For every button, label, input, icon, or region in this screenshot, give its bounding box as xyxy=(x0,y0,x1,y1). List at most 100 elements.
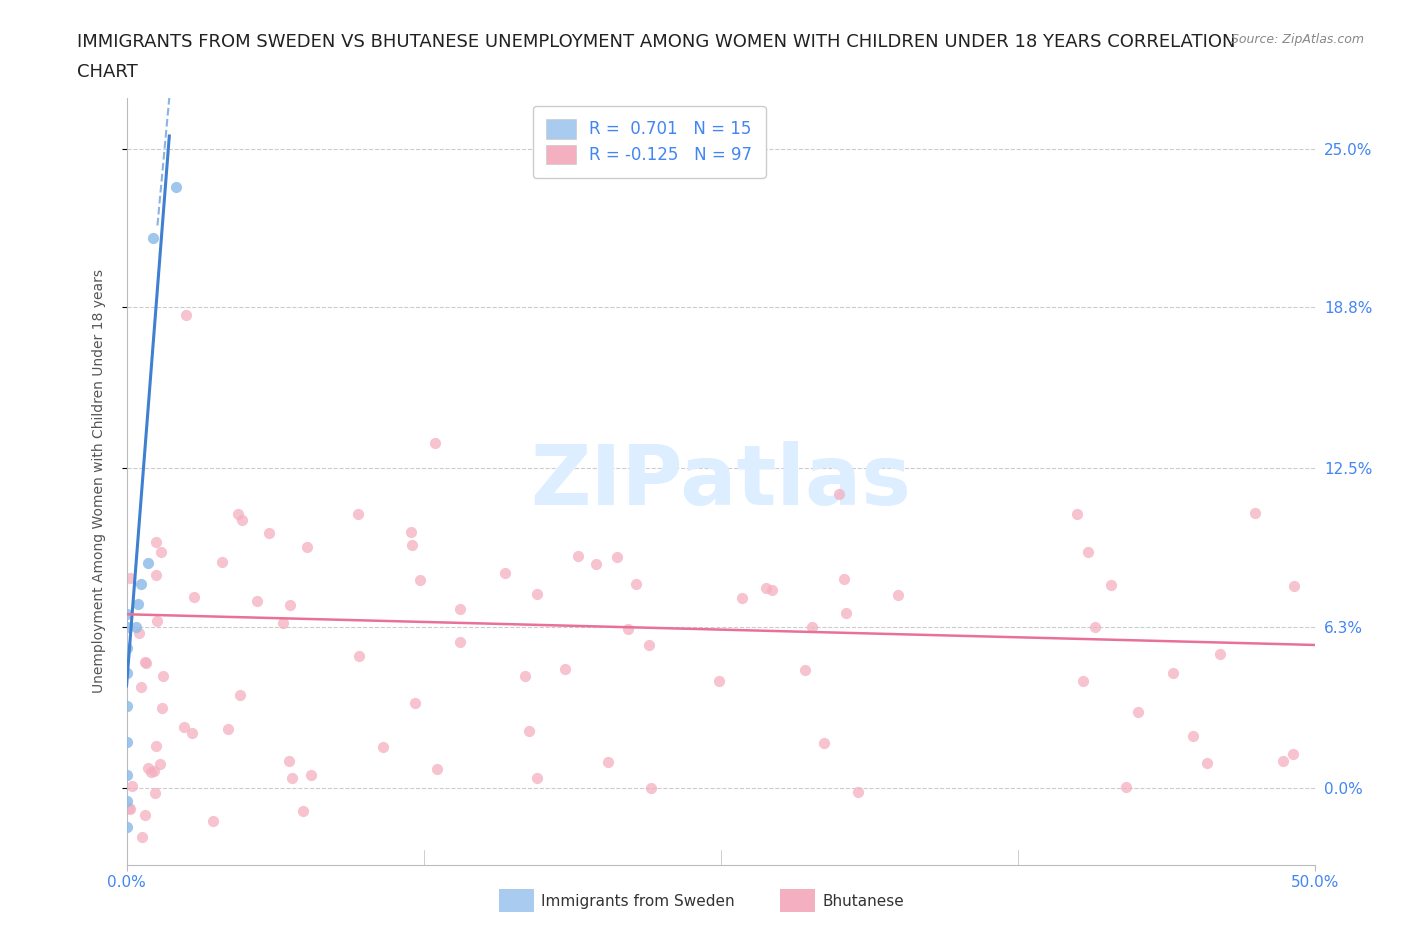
Point xyxy=(246,593,269,608)
Point xyxy=(1244,506,1267,521)
Point xyxy=(121,778,143,793)
Point xyxy=(181,725,204,740)
Point xyxy=(183,590,205,604)
Point xyxy=(846,785,869,800)
Point xyxy=(115,606,138,621)
Point xyxy=(794,663,817,678)
Point xyxy=(349,648,371,663)
Point xyxy=(707,673,730,688)
Point xyxy=(115,768,138,783)
Point xyxy=(152,669,174,684)
Point xyxy=(813,736,835,751)
Point xyxy=(145,535,167,550)
Point xyxy=(150,545,173,560)
Point xyxy=(165,179,187,194)
Point xyxy=(211,555,233,570)
Point xyxy=(761,583,783,598)
Point xyxy=(515,669,537,684)
Point xyxy=(135,656,157,671)
Point xyxy=(1128,704,1150,719)
Point xyxy=(554,662,576,677)
Point xyxy=(128,626,150,641)
Point xyxy=(596,755,619,770)
Point xyxy=(115,699,138,714)
Point xyxy=(291,804,314,818)
Legend: R =  0.701   N = 15, R = -0.125   N = 97: R = 0.701 N = 15, R = -0.125 N = 97 xyxy=(533,106,766,178)
Point xyxy=(120,802,142,817)
Point xyxy=(295,539,318,554)
Text: Source: ZipAtlas.com: Source: ZipAtlas.com xyxy=(1230,33,1364,46)
Point xyxy=(281,770,304,785)
Point xyxy=(131,680,153,695)
Point xyxy=(1209,646,1232,661)
Point xyxy=(134,655,156,670)
Point xyxy=(409,573,432,588)
Point xyxy=(131,830,153,844)
Point xyxy=(399,525,422,539)
Point xyxy=(118,571,141,586)
Point xyxy=(118,801,141,816)
Point xyxy=(425,435,447,450)
Point xyxy=(136,761,159,776)
Point xyxy=(1066,507,1088,522)
Point xyxy=(517,724,540,738)
Point xyxy=(832,572,855,587)
Text: Immigrants from Sweden: Immigrants from Sweden xyxy=(541,894,735,909)
Point xyxy=(526,771,548,786)
Point xyxy=(278,597,301,612)
Point xyxy=(1115,779,1137,794)
Point xyxy=(217,722,239,737)
Point xyxy=(449,634,471,649)
Point xyxy=(129,576,152,591)
Point xyxy=(231,512,253,527)
Point xyxy=(1281,747,1303,762)
Point xyxy=(449,602,471,617)
Point xyxy=(273,616,295,631)
Point xyxy=(115,793,138,808)
Point xyxy=(150,700,173,715)
Point xyxy=(638,638,661,653)
Point xyxy=(1272,753,1295,768)
Text: IMMIGRANTS FROM SWEDEN VS BHUTANESE UNEMPLOYMENT AMONG WOMEN WITH CHILDREN UNDER: IMMIGRANTS FROM SWEDEN VS BHUTANESE UNEM… xyxy=(77,33,1236,50)
Point xyxy=(173,719,195,734)
Text: CHART: CHART xyxy=(77,63,138,81)
Point xyxy=(404,696,426,711)
Point xyxy=(1077,544,1099,559)
Point xyxy=(141,764,163,779)
Point xyxy=(640,781,662,796)
Point xyxy=(401,538,423,553)
Point xyxy=(1182,729,1205,744)
Point xyxy=(1099,578,1122,592)
Point xyxy=(624,577,647,591)
Point xyxy=(731,591,754,605)
Point xyxy=(299,768,322,783)
Point xyxy=(115,640,138,655)
Point xyxy=(755,580,778,595)
Point xyxy=(127,597,149,612)
Point xyxy=(887,588,910,603)
Point xyxy=(142,231,165,246)
Point xyxy=(259,525,281,540)
Point xyxy=(278,753,301,768)
Point xyxy=(426,762,449,777)
Point xyxy=(115,735,138,750)
Point xyxy=(347,506,370,521)
Point xyxy=(835,605,858,620)
Point xyxy=(567,548,589,563)
Point xyxy=(1161,666,1184,681)
Point xyxy=(145,738,167,753)
Point xyxy=(1197,755,1219,770)
Point xyxy=(149,757,172,772)
Point xyxy=(115,619,138,634)
Point xyxy=(202,814,225,829)
Point xyxy=(134,807,156,822)
Point xyxy=(229,688,252,703)
Point xyxy=(828,486,851,501)
Point xyxy=(606,550,628,565)
Point xyxy=(494,565,516,580)
Point xyxy=(115,819,138,834)
Point xyxy=(145,567,167,582)
Point xyxy=(1073,674,1095,689)
Point xyxy=(1084,619,1107,634)
Point xyxy=(371,739,394,754)
